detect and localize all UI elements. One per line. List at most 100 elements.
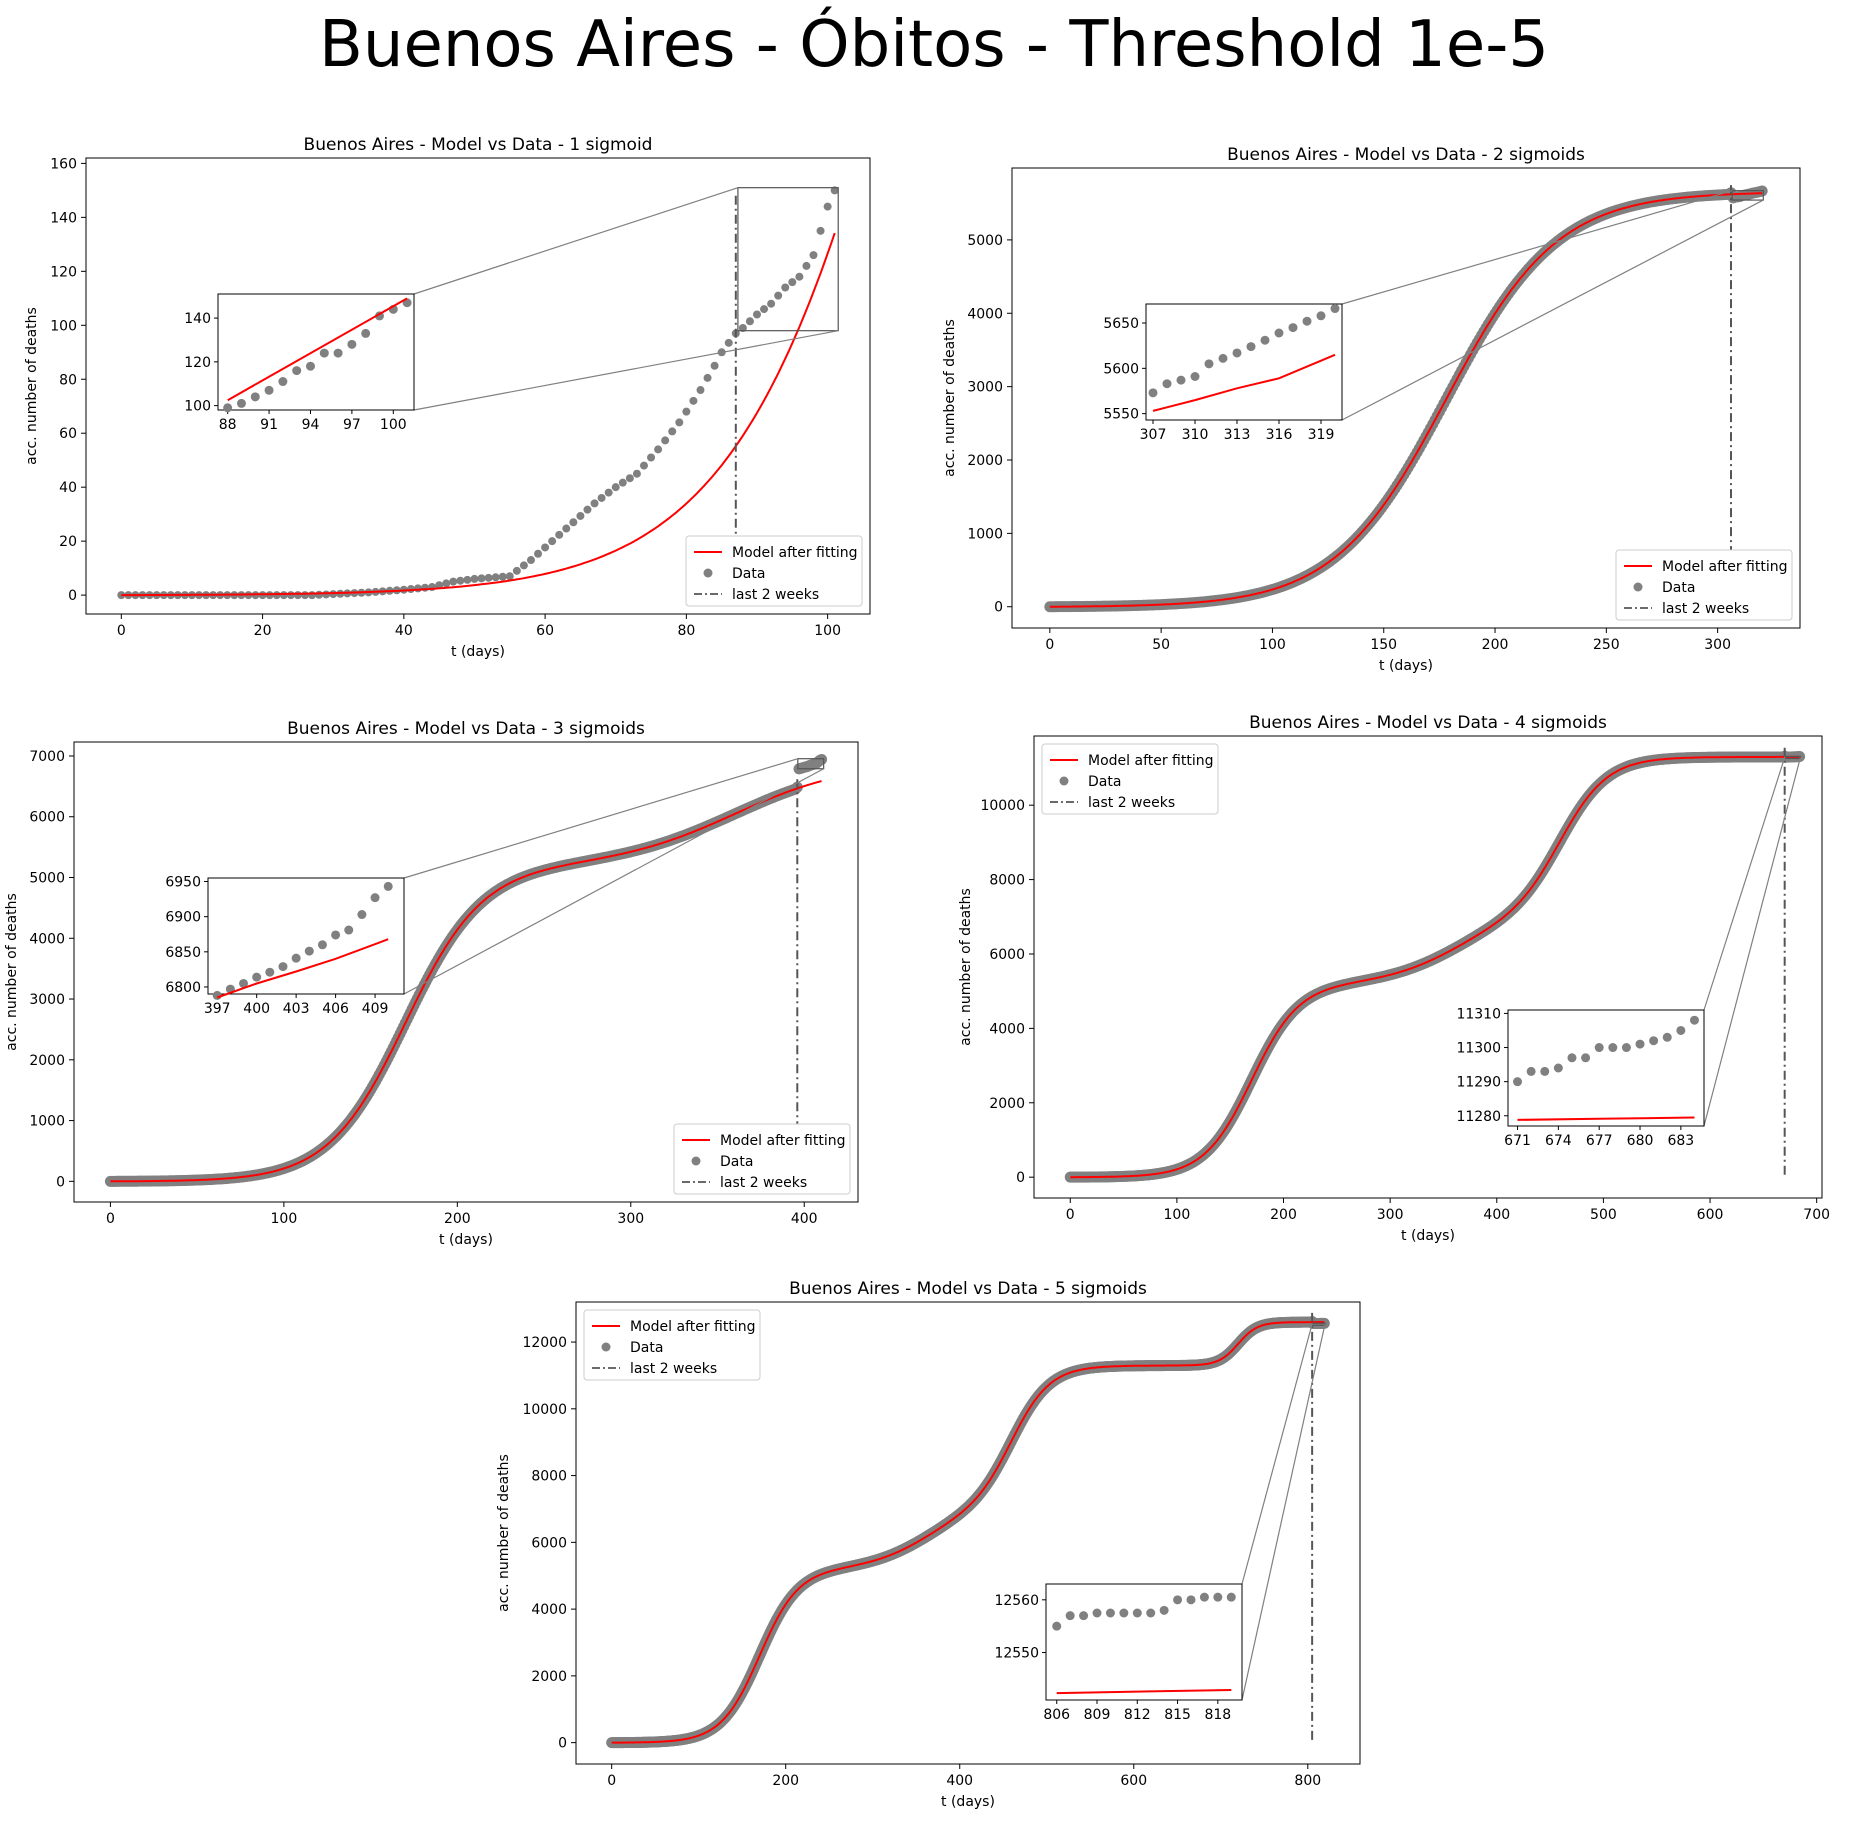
inset-data-point bbox=[370, 893, 380, 903]
inset-x-tick-label: 94 bbox=[302, 417, 320, 433]
legend-label: Data bbox=[1662, 580, 1695, 596]
plot-frame bbox=[85, 157, 871, 615]
inset-x-tick-label: 409 bbox=[362, 1001, 389, 1017]
y-tick-label: 60 bbox=[59, 426, 77, 442]
data-point bbox=[618, 478, 627, 487]
inset-x-tick-label: 812 bbox=[1124, 1707, 1151, 1723]
data-point bbox=[668, 427, 677, 436]
data-point bbox=[654, 445, 663, 454]
y-axis-label: acc. number of deaths bbox=[496, 1454, 512, 1612]
inset-y-tick-label: 11280 bbox=[1456, 1109, 1501, 1125]
inset-y-tick-label: 11300 bbox=[1456, 1041, 1501, 1057]
chart-4-sigmoids: Buenos Aires - Model vs Data - 4 sigmoid… bbox=[958, 713, 1830, 1244]
data-point bbox=[286, 591, 295, 600]
data-point bbox=[308, 591, 317, 600]
y-tick-label: 140 bbox=[50, 210, 77, 226]
x-tick-label: 200 bbox=[1270, 1207, 1297, 1223]
y-tick-label: 10000 bbox=[980, 798, 1025, 814]
inset-data-point bbox=[1052, 1621, 1062, 1631]
zoom-connector bbox=[1703, 756, 1786, 1011]
inset-data-point bbox=[1288, 323, 1298, 333]
zoom-connector bbox=[413, 187, 739, 295]
inset-y-tick-label: 11290 bbox=[1456, 1075, 1501, 1091]
chart-title: Buenos Aires - Model vs Data - 5 sigmoid… bbox=[789, 1279, 1147, 1299]
y-tick-label: 5000 bbox=[29, 871, 65, 887]
inset-y-tick-label: 120 bbox=[184, 355, 211, 371]
inset-axes: 307 310 313 316 319 5550 5600 5650 bbox=[1103, 303, 1343, 443]
data-point bbox=[661, 436, 670, 445]
inset-data-point bbox=[1232, 348, 1242, 358]
zoom-region-box bbox=[797, 758, 825, 770]
inset-data-point bbox=[1635, 1039, 1645, 1049]
legend-box bbox=[685, 535, 863, 607]
y-axis: 0 2000 4000 6000 8000 10000 12000 bbox=[522, 1335, 576, 1752]
inset-data-point bbox=[1330, 304, 1340, 314]
y-tick-label: 40 bbox=[59, 480, 77, 496]
x-tick-label: 100 bbox=[814, 623, 841, 639]
y-tick-label: 2000 bbox=[989, 1096, 1025, 1112]
data-point bbox=[322, 590, 331, 599]
inset-data-point bbox=[1526, 1066, 1536, 1076]
inset-x-tick-label: 815 bbox=[1164, 1707, 1191, 1723]
x-tick-label: 150 bbox=[1370, 637, 1397, 653]
x-axis-label: t (days) bbox=[439, 1232, 493, 1248]
data-point bbox=[279, 591, 288, 600]
inset-data-point bbox=[1092, 1608, 1102, 1618]
inset-data-point bbox=[1676, 1025, 1686, 1035]
inset-data-point bbox=[304, 946, 314, 956]
data-point bbox=[477, 574, 486, 583]
inset-model-line bbox=[216, 938, 389, 999]
y-axis-label: acc. number of deaths bbox=[4, 893, 20, 1051]
y-tick-label: 4000 bbox=[967, 306, 1003, 322]
y-tick-label: 0 bbox=[994, 600, 1003, 616]
data-point bbox=[512, 566, 521, 575]
data-point bbox=[583, 505, 592, 514]
data-point bbox=[519, 561, 528, 570]
data-point bbox=[463, 575, 472, 584]
inset-x-tick-label: 809 bbox=[1084, 1707, 1111, 1723]
inset-y-tick-label: 12550 bbox=[994, 1646, 1039, 1662]
inset-data-point bbox=[305, 361, 315, 371]
legend: Model after fitting Data last 2 weeks bbox=[685, 535, 863, 607]
y-tick-label: 0 bbox=[1016, 1170, 1025, 1186]
x-tick-label: 500 bbox=[1590, 1207, 1617, 1223]
y-tick-label: 100 bbox=[50, 318, 77, 334]
inset-y-tick-label: 11310 bbox=[1456, 1006, 1501, 1022]
inset-data-point bbox=[1540, 1066, 1550, 1076]
data-point bbox=[696, 386, 705, 395]
data-point bbox=[745, 317, 754, 326]
zoom-connector bbox=[413, 330, 839, 411]
model-line bbox=[1070, 755, 1800, 1179]
data-point bbox=[781, 283, 790, 292]
data-point bbox=[632, 469, 641, 478]
inset-y-tick-label: 6950 bbox=[165, 875, 201, 891]
inset-x-tick-label: 677 bbox=[1586, 1133, 1613, 1149]
legend-label: last 2 weeks bbox=[630, 1361, 717, 1377]
inset-data-point bbox=[1132, 1608, 1142, 1618]
data-point bbox=[449, 577, 458, 586]
inset-model-line bbox=[1056, 1689, 1232, 1695]
inset-frame bbox=[1045, 1583, 1243, 1701]
zoom-connector bbox=[1703, 757, 1801, 1127]
x-tick-label: 0 bbox=[117, 623, 126, 639]
data-point bbox=[491, 573, 500, 582]
x-axis-label: t (days) bbox=[1401, 1228, 1455, 1244]
data-point bbox=[272, 591, 281, 600]
data-point bbox=[823, 202, 832, 211]
data-point bbox=[802, 261, 811, 270]
inset-x-tick-label: 307 bbox=[1140, 427, 1167, 443]
x-tick-label: 40 bbox=[395, 623, 413, 639]
x-axis-label: t (days) bbox=[1379, 658, 1433, 674]
inset-data-point bbox=[1260, 335, 1270, 345]
inset-data-point bbox=[1079, 1611, 1089, 1621]
chart-3-sigmoids: Buenos Aires - Model vs Data - 3 sigmoid… bbox=[4, 719, 859, 1248]
legend-label: last 2 weeks bbox=[1088, 795, 1175, 811]
inset-data-point bbox=[1649, 1036, 1659, 1046]
data-point bbox=[738, 323, 747, 332]
inset-x-tick-label: 406 bbox=[322, 1001, 349, 1017]
data-point bbox=[809, 251, 818, 260]
legend-data-swatch bbox=[703, 568, 713, 578]
inset-data-point bbox=[1105, 1608, 1115, 1618]
inset-data-point bbox=[361, 328, 371, 338]
legend-label: Model after fitting bbox=[630, 1319, 756, 1335]
